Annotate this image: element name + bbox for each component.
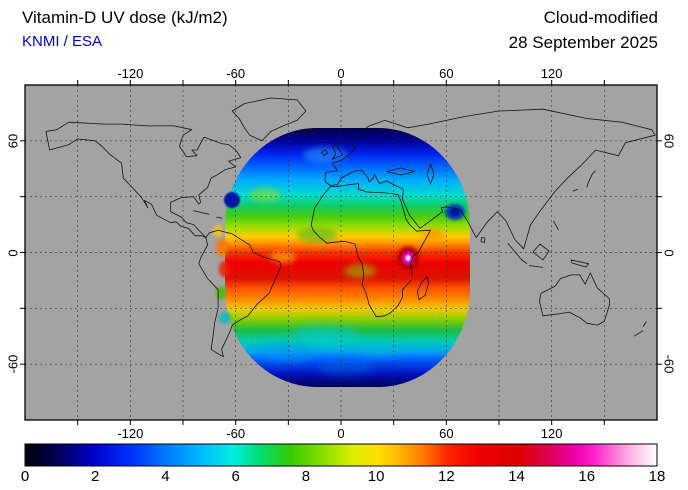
lon-tick-label-top: -60 <box>226 66 246 81</box>
lat-tick-label-left: 0 <box>5 248 21 257</box>
uv-dose-swath <box>225 128 470 387</box>
cloud-blob <box>405 255 411 261</box>
lat-tick-label-right: -60 <box>661 354 677 374</box>
colorbar-tick-label: 2 <box>91 468 100 485</box>
cloud-blob <box>249 188 281 202</box>
map-region: -120 -120 -60 -60 0 0 60 60 120 120 60 60 0 0 -60 -60 <box>6 66 677 441</box>
plot-subtitle-block: Cloud-modified 28 September 2025 <box>509 8 658 53</box>
lat-tick-label-right: 0 <box>661 248 677 257</box>
secondary-swath-blob <box>219 312 231 324</box>
cloud-blob <box>293 325 357 345</box>
colorbar-tick-label: 18 <box>648 468 666 485</box>
cloud-blob <box>355 340 399 356</box>
lon-tick-label-top: 120 <box>540 66 563 81</box>
cloud-blob <box>261 344 313 362</box>
coastline <box>386 163 435 185</box>
lon-tick-label-bottom: -60 <box>226 426 246 441</box>
cloud-blob <box>317 359 373 375</box>
cloud-blob <box>450 208 460 216</box>
data-credit: KNMI / ESA <box>22 33 103 50</box>
coastline <box>198 229 282 358</box>
colorbar <box>24 443 658 467</box>
coastline <box>507 242 589 268</box>
colorbar-tick-row: 0 2 4 6 8 10 12 14 16 18 <box>21 468 666 486</box>
plot-title: Vitamin-D UV dose (kJ/m2) <box>22 8 228 27</box>
coastline-layer <box>45 97 656 358</box>
colorbar-tick-label: 6 <box>231 468 240 485</box>
secondary-swath-blob <box>216 239 228 257</box>
coastline <box>553 170 596 231</box>
cloud-blob <box>344 264 376 278</box>
cloud-blob <box>422 229 444 241</box>
colorbar-tick-label: 8 <box>301 468 311 485</box>
lon-tick-label-bottom: 120 <box>540 426 563 441</box>
coastline <box>480 237 486 243</box>
lat-tick-label-left: 60 <box>5 133 21 149</box>
coastline <box>416 276 430 300</box>
colorbar-tick-label: 12 <box>437 468 455 485</box>
frame-layer <box>20 80 662 425</box>
plot-date: 28 September 2025 <box>508 33 658 52</box>
lon-tick-label-bottom: 60 <box>439 426 454 441</box>
coastline <box>310 183 431 318</box>
colorbar-tick-label: 10 <box>367 468 385 485</box>
lon-tick-label-bottom: -120 <box>117 426 144 441</box>
secondary-swath-blob <box>219 261 229 277</box>
coastline <box>231 97 307 142</box>
lon-tick-label-top: 60 <box>439 66 454 81</box>
colorbar-tick-label: 16 <box>578 468 596 485</box>
cloud-blob <box>270 251 296 263</box>
colorbar-region <box>24 443 658 467</box>
lat-tick-label-right: 60 <box>661 133 677 149</box>
secondary-swath-blob <box>224 192 240 208</box>
lon-tick-label-bottom: 0 <box>337 426 345 441</box>
colorbar-tick-label: 0 <box>20 468 30 485</box>
lon-tick-label-top: 0 <box>337 66 345 81</box>
lon-tick-label-top: -120 <box>117 66 144 81</box>
colorbar-tick-label: 14 <box>508 468 525 485</box>
coastline <box>302 128 315 136</box>
coastline <box>324 108 656 250</box>
coastline <box>193 210 223 219</box>
gridline-layer <box>25 85 657 420</box>
colorbar-tick-label: 4 <box>161 468 170 485</box>
coastline <box>539 272 610 326</box>
secondary-swath-blob <box>213 225 223 237</box>
colorbar-svg <box>24 443 658 467</box>
world-map <box>20 80 662 425</box>
coastline <box>633 321 647 337</box>
secondary-swath-blob <box>216 286 226 300</box>
coastline <box>45 121 242 238</box>
plot-subtitle: Cloud-modified <box>543 8 658 27</box>
lat-tick-label-left: -60 <box>5 354 21 374</box>
